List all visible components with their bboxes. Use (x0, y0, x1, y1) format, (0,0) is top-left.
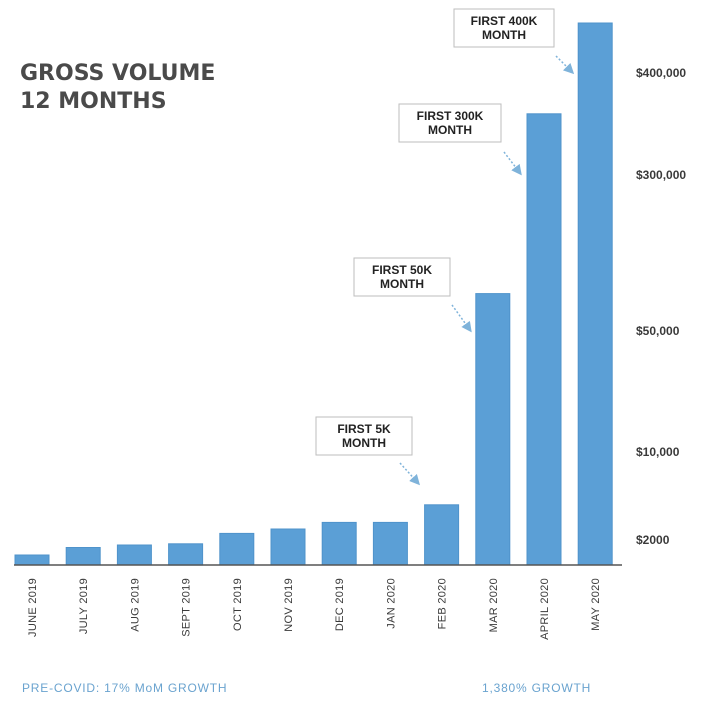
callout-box (398, 103, 502, 143)
bar-june-2019 (14, 554, 50, 566)
footer-right: 1,380% GROWTH (482, 681, 591, 695)
x-tick-label: MAY 2020 (590, 578, 602, 631)
callout-text: FIRST 50K (372, 263, 432, 277)
title-line-2: 12 MONTHS (20, 89, 167, 114)
bar-oct-2019 (219, 532, 255, 566)
callout-text: MONTH (342, 436, 386, 450)
chart-title: GROSS VOLUME 12 MONTHS (20, 61, 215, 114)
y-tick-label: $10,000 (636, 445, 680, 459)
x-tick-label: DEC 2019 (334, 578, 346, 631)
bar-jan-2020 (372, 521, 408, 566)
y-tick-label: $2000 (636, 533, 670, 547)
y-tick-label: $400,000 (636, 66, 686, 80)
callout-text: MONTH (482, 28, 526, 42)
bars-group (14, 22, 613, 566)
title-line-1: GROSS VOLUME (20, 61, 215, 86)
callout-text: MONTH (428, 123, 472, 137)
callout-box (353, 257, 451, 297)
x-tick-label: SEPT 2019 (181, 578, 193, 637)
callout-text: MONTH (380, 277, 424, 291)
bar-mar-2020 (475, 293, 511, 566)
callout-text: FIRST 400K (471, 14, 538, 28)
callout-arrow (555, 55, 575, 75)
callout-arrow (451, 304, 472, 333)
callout-text: FIRST 5K (337, 422, 391, 436)
callout-arrow (503, 151, 522, 176)
x-tick-label: AUG 2019 (129, 578, 141, 632)
x-tick-label: JUNE 2019 (27, 578, 39, 637)
footer-left: PRE-COVID: 17% MoM GROWTH (22, 681, 227, 695)
callout-text: FIRST 300K (417, 109, 484, 123)
x-tick-label: FEB 2020 (437, 578, 449, 629)
bar-feb-2020 (424, 504, 460, 566)
x-tick-labels: JUNE 2019 JULY 2019 AUG 2019 SEPT 2019 OCT 2… (27, 578, 602, 640)
bar-aug-2019 (116, 544, 152, 566)
callout-box (453, 8, 555, 48)
x-tick-label: JULY 2019 (78, 578, 90, 634)
bar-sept-2019 (168, 543, 204, 566)
x-tick-label: MAR 2020 (488, 578, 500, 632)
x-tick-label: OCT 2019 (232, 578, 244, 631)
x-tick-label: NOV 2019 (283, 578, 295, 632)
callout-box (315, 416, 413, 456)
y-tick-label: $300,000 (636, 168, 686, 182)
bar-july-2019 (65, 547, 101, 566)
callout-arrow (399, 462, 421, 486)
x-tick-label: APRIL 2020 (539, 578, 551, 640)
y-tick-labels: $2000 $10,000 $50,000 $300,000 $400,000 (636, 66, 686, 547)
bar-nov-2019 (270, 528, 306, 566)
bar-dec-2019 (321, 521, 357, 566)
bar-april-2020 (526, 113, 562, 566)
x-tick-label: JAN 2020 (385, 578, 397, 629)
bar-may-2020 (577, 22, 613, 566)
y-tick-label: $50,000 (636, 324, 680, 338)
